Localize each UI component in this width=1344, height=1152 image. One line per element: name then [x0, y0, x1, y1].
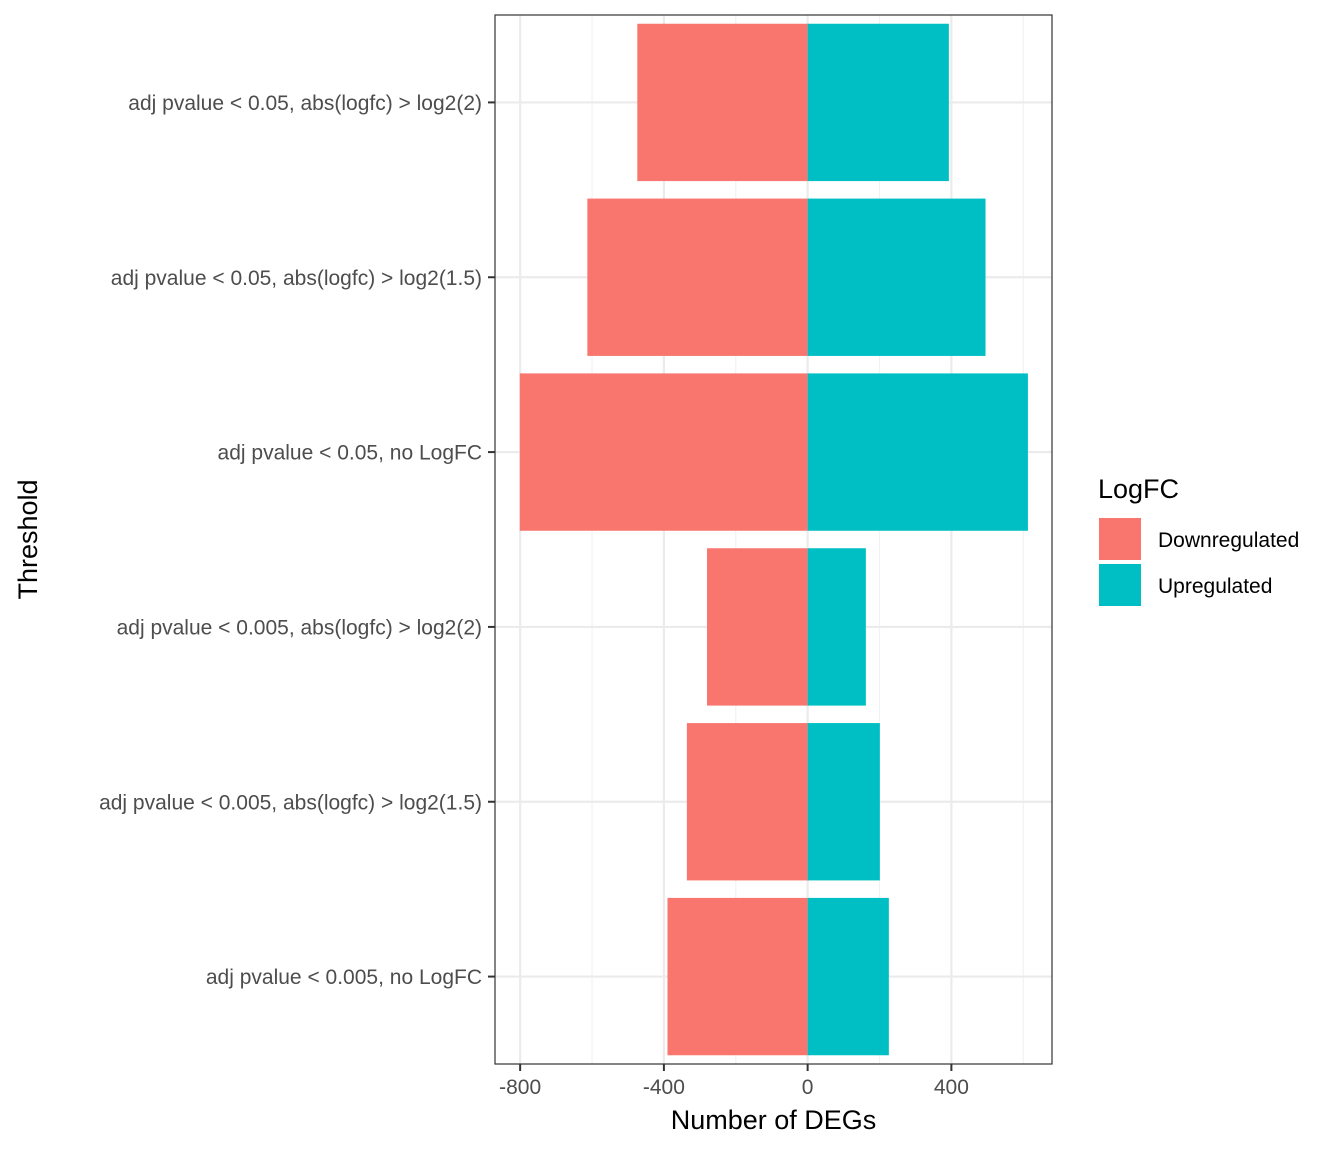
legend-key-upregulated	[1099, 564, 1141, 606]
bars	[519, 23, 1028, 1056]
bar-downregulated	[707, 548, 808, 706]
y-tick-label: adj pvalue < 0.005, abs(logfc) > log2(1.…	[99, 791, 482, 814]
x-tick-label: 400	[934, 1076, 969, 1099]
y-tick-label: adj pvalue < 0.05, abs(logfc) > log2(2)	[128, 92, 482, 115]
bar-downregulated	[667, 897, 808, 1056]
bar-downregulated	[587, 198, 808, 356]
legend-key-downregulated	[1099, 518, 1141, 560]
bar-upregulated	[807, 723, 880, 881]
y-axis-title: Threshold	[13, 479, 43, 599]
bar-upregulated	[807, 23, 949, 182]
x-tick-label: -400	[643, 1076, 685, 1099]
legend-label-downregulated: Downregulated	[1158, 529, 1299, 552]
x-tick-label: -800	[499, 1076, 541, 1099]
bar-upregulated	[807, 548, 866, 706]
x-axis-title: Number of DEGs	[671, 1105, 877, 1135]
y-tick-label: adj pvalue < 0.05, no LogFC	[218, 442, 482, 465]
bar-upregulated	[807, 897, 889, 1056]
x-tick-label: 0	[802, 1076, 814, 1099]
bar-downregulated	[519, 373, 808, 531]
bar-upregulated	[807, 373, 1028, 531]
y-axis: adj pvalue < 0.05, abs(logfc) > log2(2) a…	[99, 92, 495, 989]
bar-downregulated	[637, 23, 808, 182]
bar-downregulated	[686, 723, 808, 881]
y-tick-label: adj pvalue < 0.005, no LogFC	[206, 966, 482, 989]
y-tick-label: adj pvalue < 0.005, abs(logfc) > log2(2)	[117, 616, 482, 639]
y-tick-label: adj pvalue < 0.05, abs(logfc) > log2(1.5…	[111, 267, 482, 290]
bar-upregulated	[807, 198, 986, 356]
panel-border	[494, 14, 1053, 1065]
x-axis: -800 -400 0 400	[499, 1064, 969, 1099]
legend-label-upregulated: Upregulated	[1158, 575, 1272, 598]
grid-minor	[591, 15, 1024, 1064]
legend-title: LogFC	[1098, 474, 1179, 504]
legend: LogFC Downregulated Upregulated	[1098, 474, 1299, 606]
